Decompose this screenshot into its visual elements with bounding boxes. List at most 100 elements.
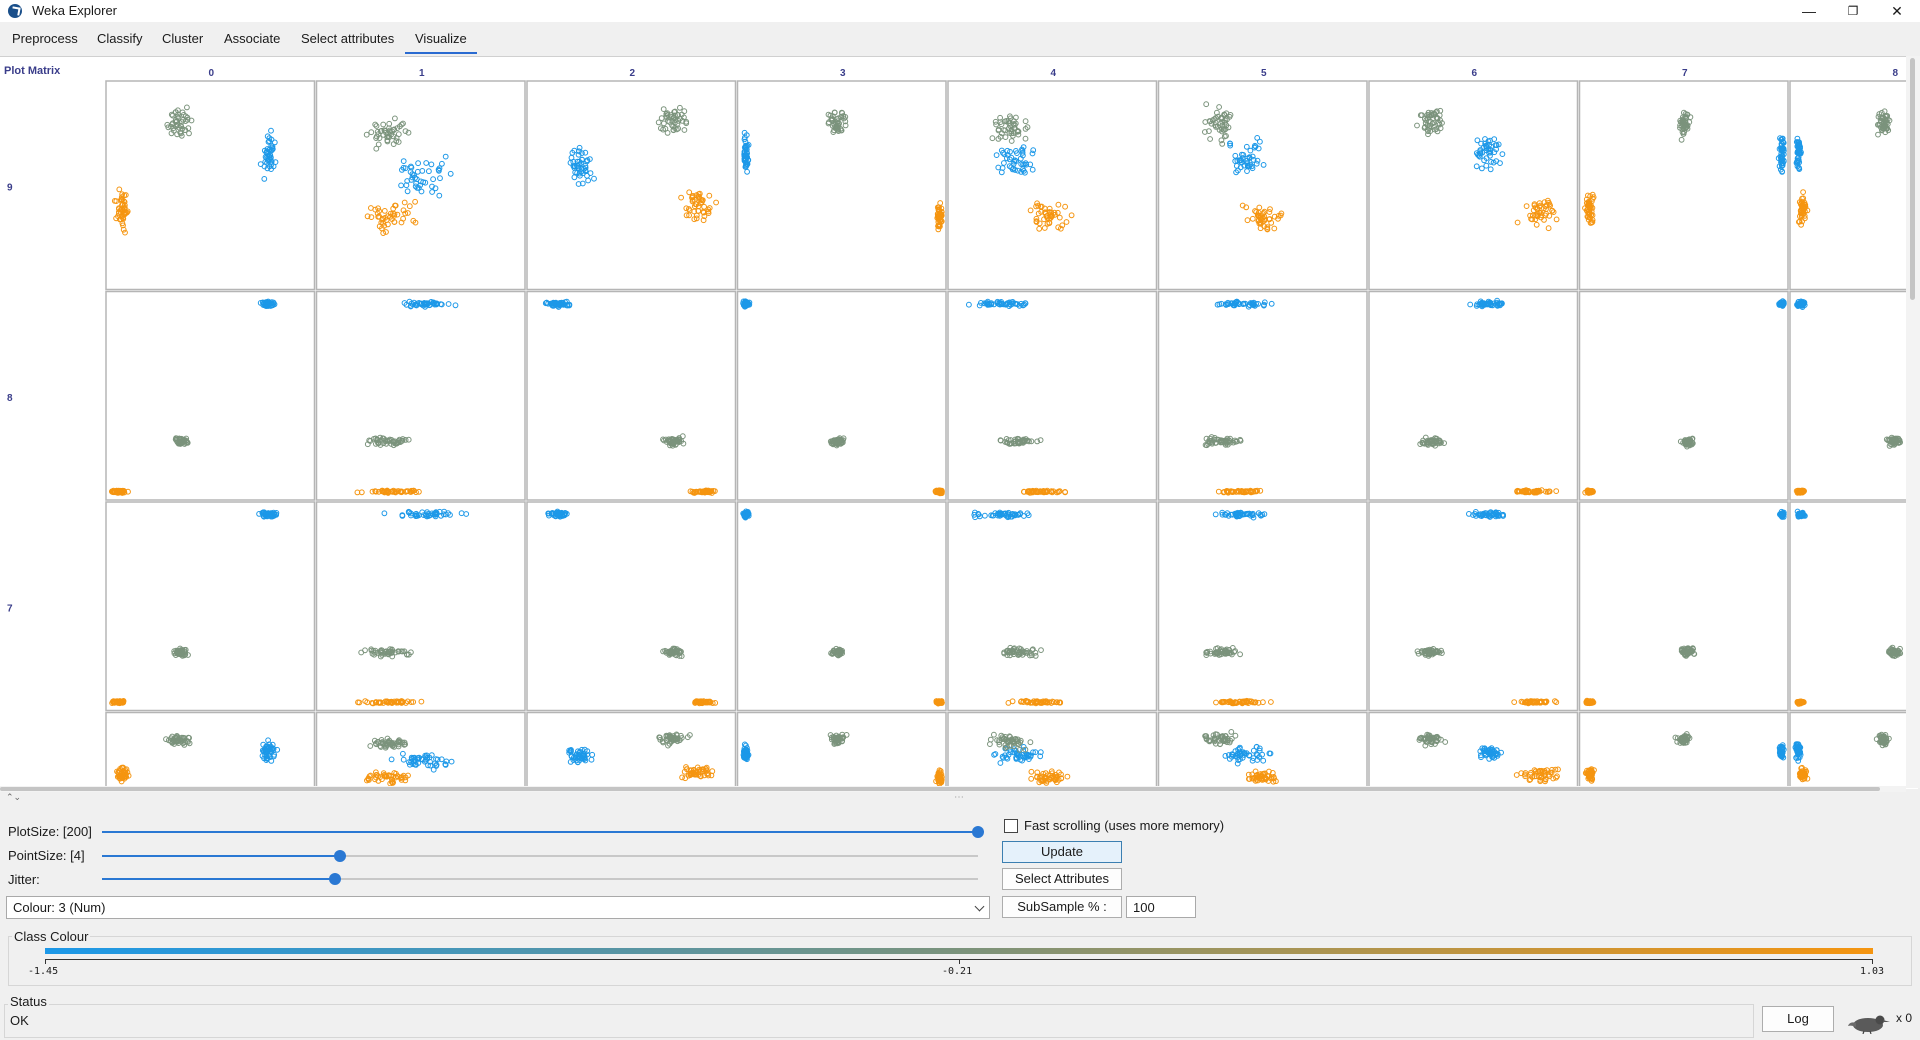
scatter-point bbox=[184, 114, 191, 121]
scatter-point bbox=[742, 144, 749, 151]
restore-button[interactable]: ❐ bbox=[1847, 4, 1859, 18]
scatter-cell[interactable] bbox=[947, 711, 1158, 788]
jitter-slider[interactable] bbox=[102, 871, 978, 887]
jitter-slider-knob[interactable] bbox=[329, 873, 342, 885]
scatter-cell[interactable] bbox=[105, 290, 316, 501]
fast-scrolling-checkbox[interactable] bbox=[1004, 819, 1018, 833]
scatter-cell[interactable] bbox=[526, 80, 737, 291]
scatter-point bbox=[119, 196, 126, 203]
vertical-scroll-thumb[interactable] bbox=[1910, 58, 1915, 300]
scatter-cell[interactable] bbox=[1789, 290, 1906, 501]
scatter-cell[interactable] bbox=[947, 80, 1158, 291]
chevron-down-icon[interactable] bbox=[974, 901, 985, 912]
scatter-cell[interactable] bbox=[1368, 290, 1579, 501]
scatter-cell-frame bbox=[736, 711, 947, 787]
scatter-point bbox=[1220, 127, 1227, 133]
scatter-point bbox=[1679, 119, 1686, 125]
scatter-cell[interactable] bbox=[947, 290, 1158, 501]
scatter-cell[interactable] bbox=[526, 290, 737, 501]
close-button[interactable]: ✕ bbox=[1891, 3, 1903, 19]
scatter-point bbox=[655, 119, 662, 126]
scatter-point bbox=[1264, 226, 1271, 233]
scatter-cell[interactable] bbox=[1368, 711, 1579, 788]
scatter-point bbox=[1013, 148, 1019, 154]
scatter-cell[interactable] bbox=[526, 711, 737, 788]
scatter-cell[interactable] bbox=[1157, 711, 1368, 788]
scatter-cell[interactable] bbox=[1578, 290, 1789, 501]
tab-classify[interactable]: Classify bbox=[97, 31, 143, 46]
scatter-point bbox=[1002, 134, 1009, 140]
scatter-cell[interactable] bbox=[1368, 80, 1579, 291]
scatter-cell[interactable] bbox=[1789, 711, 1906, 788]
scatter-point bbox=[266, 135, 273, 141]
scatter-point bbox=[935, 223, 941, 230]
scatter-cell[interactable] bbox=[1157, 80, 1368, 291]
scatter-cell-frame bbox=[526, 711, 737, 787]
scatter-cell-frame bbox=[1789, 501, 1906, 712]
scatter-cell[interactable] bbox=[315, 290, 526, 501]
scatter-point bbox=[414, 168, 421, 175]
scatter-cell[interactable] bbox=[947, 501, 1158, 712]
scatter-cell[interactable] bbox=[1578, 711, 1789, 788]
tab-select-attributes[interactable]: Select attributes bbox=[301, 31, 395, 46]
scatter-cell[interactable] bbox=[736, 80, 947, 291]
tab-visualize[interactable]: Visualize bbox=[405, 28, 477, 54]
select-attributes-button[interactable]: Select Attributes bbox=[1002, 868, 1122, 890]
pointsize-slider[interactable] bbox=[102, 848, 978, 864]
scatter-cell[interactable] bbox=[1789, 501, 1906, 712]
scatter-cell-frame bbox=[1368, 501, 1579, 712]
scatter-cell[interactable] bbox=[1157, 501, 1368, 712]
scatter-cell[interactable] bbox=[1157, 290, 1368, 501]
scatter-cell[interactable] bbox=[736, 290, 947, 501]
scatter-point bbox=[387, 436, 393, 443]
split-pane-divider[interactable]: ⌃⌄ ⋯ bbox=[0, 792, 1920, 806]
scatter-point bbox=[364, 213, 371, 220]
scatter-cell[interactable] bbox=[1578, 80, 1789, 291]
plot-matrix-panel[interactable]: Plot Matrix 0 1 2 3 4 5 6 7 8 9 8 7 bbox=[0, 56, 1918, 789]
plotsize-slider[interactable] bbox=[102, 824, 984, 840]
colour-select[interactable]: Colour: 3 (Num) bbox=[6, 896, 990, 919]
scatter-cell[interactable] bbox=[315, 501, 526, 712]
scatter-cell-frame bbox=[526, 80, 737, 291]
scatter-point bbox=[174, 131, 181, 138]
scatter-point bbox=[669, 114, 675, 120]
scatter-cell[interactable] bbox=[105, 501, 316, 712]
scatter-point bbox=[412, 198, 419, 205]
scatter-cell[interactable] bbox=[1578, 501, 1789, 712]
scatter-point bbox=[989, 135, 996, 142]
scatter-cell[interactable] bbox=[526, 501, 737, 712]
divider-grip-icon[interactable]: ⋯ bbox=[954, 792, 965, 803]
scatter-point bbox=[571, 163, 578, 170]
subsample-input[interactable]: 100 bbox=[1126, 896, 1196, 918]
horizontal-scroll-thumb[interactable] bbox=[0, 787, 1880, 791]
collapse-arrows-icon[interactable]: ⌃⌄ bbox=[6, 792, 22, 802]
tab-preprocess[interactable]: Preprocess bbox=[12, 31, 78, 46]
scatter-point bbox=[393, 135, 400, 141]
scatter-cell[interactable] bbox=[105, 711, 316, 788]
scatter-point bbox=[120, 215, 127, 222]
plotsize-slider-knob[interactable] bbox=[972, 826, 984, 838]
scatter-point bbox=[373, 145, 380, 152]
vertical-scrollbar[interactable] bbox=[1906, 56, 1920, 788]
scatter-point bbox=[1795, 154, 1802, 161]
update-button[interactable]: Update bbox=[1002, 841, 1122, 863]
minimize-button[interactable]: — bbox=[1802, 3, 1816, 19]
tab-cluster[interactable]: Cluster bbox=[162, 31, 204, 46]
scatter-cell[interactable] bbox=[315, 711, 526, 788]
scatter-point bbox=[1493, 146, 1499, 153]
scatter-point bbox=[405, 210, 411, 216]
scatter-point bbox=[828, 115, 835, 122]
scatter-cell[interactable] bbox=[1368, 501, 1579, 712]
scatter-cell[interactable] bbox=[736, 711, 947, 788]
scatter-cell[interactable] bbox=[736, 501, 947, 712]
tab-associate[interactable]: Associate bbox=[224, 31, 281, 46]
scatter-cell-frame bbox=[947, 80, 1158, 291]
pointsize-slider-knob[interactable] bbox=[334, 850, 347, 862]
scatter-cell[interactable] bbox=[105, 80, 316, 291]
scatter-point bbox=[699, 199, 705, 206]
scatter-point bbox=[841, 115, 847, 122]
scatter-cell[interactable] bbox=[1789, 80, 1906, 291]
scatter-point bbox=[1684, 111, 1691, 118]
scatter-cell[interactable] bbox=[315, 80, 526, 291]
